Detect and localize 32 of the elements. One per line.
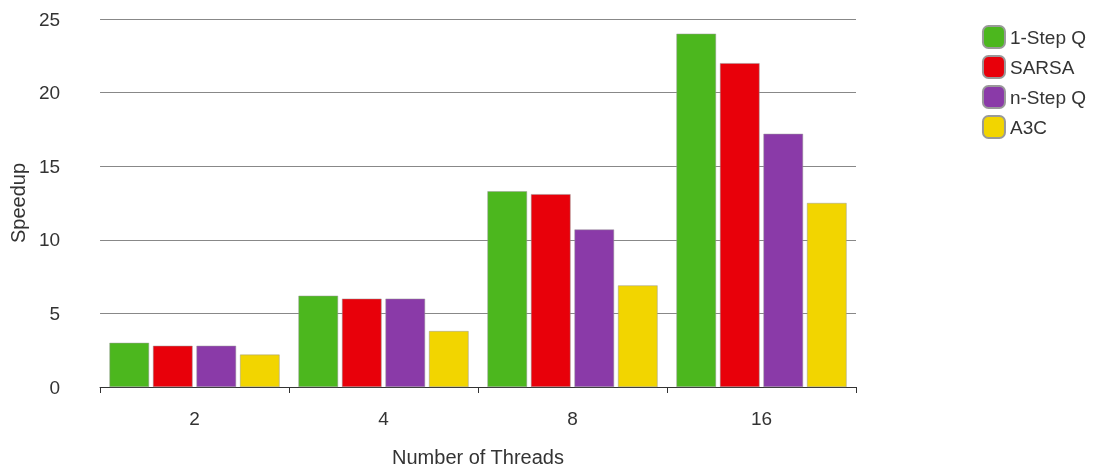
bar xyxy=(298,295,339,387)
bar xyxy=(763,133,804,387)
x-tick-label: 2 xyxy=(189,408,200,429)
y-tick-label: 25 xyxy=(38,8,61,30)
bar xyxy=(487,191,528,387)
legend-label: A3C xyxy=(1009,116,1047,138)
legend-label: 1-Step Q xyxy=(1009,26,1087,48)
y-tick-label: 10 xyxy=(38,229,61,251)
bar xyxy=(429,331,469,387)
y-tick-label: 15 xyxy=(38,155,61,177)
y-tick-label: 5 xyxy=(49,302,61,324)
x-tick-label: 8 xyxy=(567,408,578,429)
y-tick-label: 20 xyxy=(38,82,61,104)
x-tick-label: 16 xyxy=(750,408,773,429)
x-tick-label: 4 xyxy=(378,408,390,429)
bar xyxy=(240,354,280,387)
bar xyxy=(530,194,571,387)
bar xyxy=(341,298,382,387)
bar xyxy=(196,345,237,387)
x-axis-title: Number of Threads xyxy=(392,446,564,468)
bar xyxy=(806,203,847,387)
bar xyxy=(385,298,426,387)
bar xyxy=(719,63,760,387)
bar xyxy=(574,229,615,387)
bar xyxy=(676,33,717,387)
legend-label: SARSA xyxy=(1009,56,1075,78)
bar xyxy=(618,285,658,387)
bar xyxy=(153,345,193,387)
bar xyxy=(109,342,150,387)
y-axis-title: Speedup xyxy=(7,162,29,244)
y-tick-label: 0 xyxy=(49,376,61,398)
legend-label: n-Step Q xyxy=(1009,86,1087,108)
